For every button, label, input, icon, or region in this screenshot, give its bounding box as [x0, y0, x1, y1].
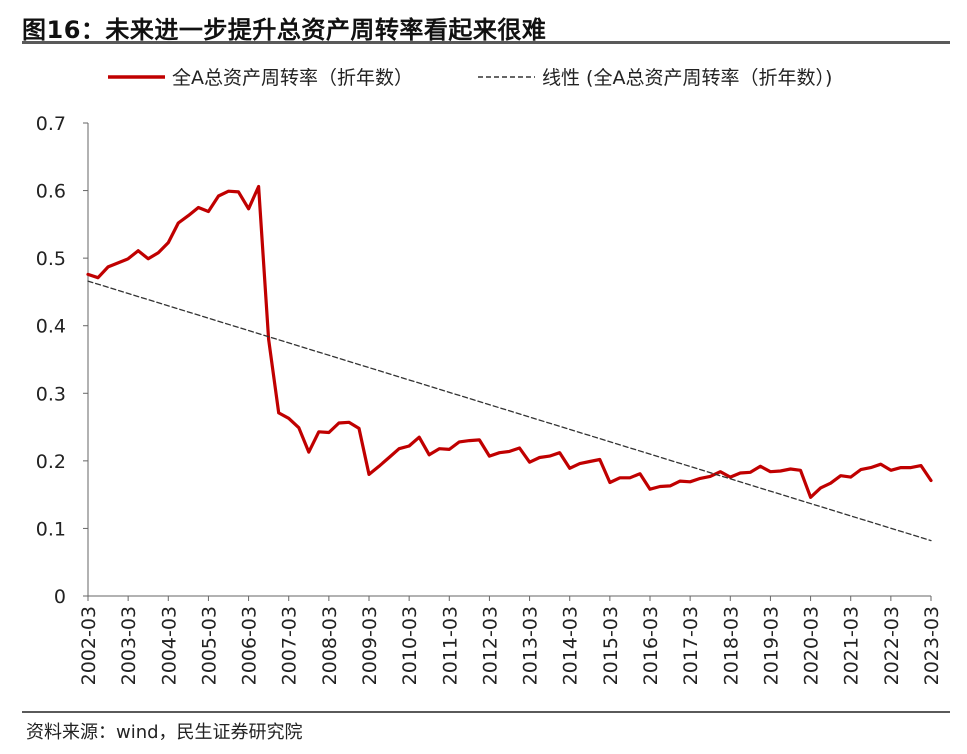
x-tick-label: 2023-03 [921, 606, 943, 685]
axes [87, 123, 931, 597]
x-tick-label: 2020-03 [801, 606, 823, 685]
x-tick-label: 2002-03 [78, 606, 100, 685]
legend-label-main: 全A总资产周转率（折年数） [172, 67, 413, 89]
x-tick-label: 2019-03 [760, 606, 782, 685]
x-tick-label: 2003-03 [118, 606, 140, 685]
x-tick-label: 2022-03 [881, 606, 903, 685]
x-tick-label: 2012-03 [479, 606, 501, 685]
y-tick-label: 0 [54, 586, 66, 608]
x-tick-label: 2018-03 [720, 606, 742, 685]
x-tick-label: 2007-03 [279, 606, 301, 685]
series-line-trend [87, 280, 932, 542]
y-tick-label: 0.1 [36, 518, 66, 540]
x-tick-label: 2017-03 [680, 606, 702, 685]
legend: 全A总资产周转率（折年数） 线性 (全A总资产周转率（折年数）) [108, 67, 832, 89]
legend-label-trend: 线性 (全A总资产周转率（折年数）) [542, 67, 832, 89]
x-tick-label: 2016-03 [640, 606, 662, 685]
y-tick-label: 0.5 [36, 248, 66, 270]
y-tick-label: 0.7 [36, 113, 66, 135]
figure-title: 图16：未来进一步提升总资产周转率看起来很难 [22, 16, 547, 44]
y-tick-label: 0.4 [36, 316, 66, 338]
y-tick-label: 0.2 [36, 451, 66, 473]
x-tick-label: 2005-03 [198, 606, 220, 685]
x-tick-label: 2015-03 [600, 606, 622, 685]
x-tick-label: 2004-03 [158, 606, 180, 685]
source-note: 资料来源：wind，民生证券研究院 [26, 722, 303, 743]
x-tick-label: 2011-03 [439, 606, 461, 685]
x-tick-label: 2008-03 [319, 606, 341, 685]
x-tick-label: 2006-03 [239, 606, 261, 685]
x-axis-ticks: 2002-03 2003-03 2004-03 2005-03 2006-03 2007-… [78, 596, 943, 685]
x-tick-label: 2010-03 [399, 606, 421, 685]
y-tick-label: 0.6 [36, 181, 66, 203]
y-axis-ticks: 0 0.1 0.2 0.3 0.4 0.5 0.6 0.7 [36, 113, 88, 608]
x-tick-label: 2009-03 [359, 606, 381, 685]
series-line-main [86, 184, 933, 499]
source-divider [22, 711, 950, 713]
x-tick-label: 2013-03 [520, 606, 542, 685]
y-tick-label: 0.3 [36, 383, 66, 405]
x-tick-label: 2021-03 [841, 606, 863, 685]
title-divider [22, 41, 950, 44]
x-tick-label: 2014-03 [560, 606, 582, 685]
series-layer [86, 184, 933, 542]
